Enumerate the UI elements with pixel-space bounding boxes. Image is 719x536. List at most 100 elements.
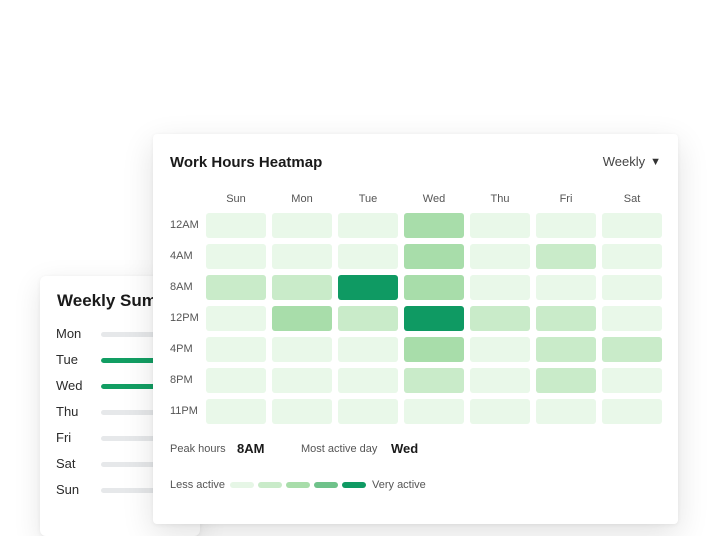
heatmap-cell[interactable] [404, 337, 464, 362]
heatmap-cell[interactable] [206, 275, 266, 300]
summary-day-bar [101, 410, 200, 415]
heatmap-cell[interactable] [272, 337, 332, 362]
summary-day-bar [101, 488, 200, 493]
heatmap-day-header: Thu [490, 193, 510, 205]
heatmap-time-label: 8PM [170, 374, 193, 386]
heatmap-cell[interactable] [470, 213, 530, 238]
heatmap-cell[interactable] [338, 244, 398, 269]
summary-day-bar [101, 384, 200, 389]
summary-day-label: Sat [56, 456, 76, 471]
heatmap-cell[interactable] [536, 244, 596, 269]
summary-day-row: Sun [56, 480, 200, 500]
heatmap-cell[interactable] [338, 399, 398, 424]
heatmap-cell[interactable] [470, 337, 530, 362]
summary-day-label: Tue [56, 352, 78, 367]
heatmap-time-label: 4AM [170, 250, 193, 262]
heatmap-cell[interactable] [206, 244, 266, 269]
heatmap-cell[interactable] [536, 306, 596, 331]
heatmap-cell[interactable] [338, 368, 398, 393]
summary-day-bar-fill [101, 358, 200, 363]
summary-day-label: Thu [56, 404, 79, 419]
heatmap-day-header: Mon [291, 193, 313, 205]
heatmap-cell[interactable] [536, 213, 596, 238]
heatmap-day-header: Tue [358, 193, 378, 205]
heatmap-cell[interactable] [470, 368, 530, 393]
heatmap-time-label: 12PM [170, 312, 199, 324]
heatmap-time-label: 11PM [170, 405, 198, 417]
summary-day-row: Thu [56, 402, 200, 422]
heatmap-cell[interactable] [602, 399, 662, 424]
range-dropdown[interactable]: Weekly ▼ [603, 154, 661, 169]
summary-day-row: Mon [56, 324, 200, 344]
legend-swatch [258, 482, 282, 488]
heatmap-cell[interactable] [272, 368, 332, 393]
heatmap-cell[interactable] [206, 368, 266, 393]
range-dropdown-value: Weekly [602, 154, 646, 169]
summary-day-row: Tue [56, 350, 200, 370]
heatmap-title: Work Hours Heatmap [170, 154, 323, 171]
most-active-day-value: Wed [391, 441, 419, 456]
heatmap-cell[interactable] [470, 244, 530, 269]
summary-day-row: Fri [56, 428, 200, 448]
heatmap-cell[interactable] [602, 337, 662, 362]
heatmap-cell[interactable] [404, 399, 464, 424]
heatmap-cell[interactable] [470, 275, 530, 300]
heatmap-time-label: 12AM [170, 219, 199, 231]
heatmap-cell[interactable] [206, 337, 266, 362]
summary-day-label: Mon [56, 326, 82, 341]
summary-day-label: Fri [56, 430, 72, 445]
heatmap-cell[interactable] [404, 306, 464, 331]
legend-swatch [230, 482, 254, 488]
summary-day-label: Sun [56, 482, 80, 497]
summary-day-row: Wed [56, 376, 200, 396]
summary-day-bar [101, 358, 200, 363]
heatmap-time-label: 8AM [170, 281, 193, 293]
summary-day-row: Sat [56, 454, 200, 474]
heatmap-cell[interactable] [404, 213, 464, 238]
heatmap-cell[interactable] [272, 306, 332, 331]
heatmap-day-header: Fri [559, 193, 573, 205]
heatmap-cell[interactable] [602, 306, 662, 331]
heatmap-cell[interactable] [602, 368, 662, 393]
heatmap-cell[interactable] [338, 337, 398, 362]
heatmap-cell[interactable] [272, 399, 332, 424]
heatmap-cell[interactable] [404, 275, 464, 300]
heatmap-cell[interactable] [470, 399, 530, 424]
legend-swatch [314, 482, 338, 488]
summary-day-label: Wed [56, 378, 83, 393]
heatmap-cell[interactable] [404, 368, 464, 393]
heatmap-cell[interactable] [536, 337, 596, 362]
heatmap-cell[interactable] [272, 244, 332, 269]
heatmap-day-header: Sat [623, 193, 641, 205]
heatmap-cell[interactable] [338, 275, 398, 300]
summary-day-bar [101, 436, 200, 441]
heatmap-cell[interactable] [272, 213, 332, 238]
heatmap-cell[interactable] [536, 275, 596, 300]
heatmap-cell[interactable] [206, 213, 266, 238]
heatmap-cell[interactable] [206, 306, 266, 331]
heatmap-cell[interactable] [338, 306, 398, 331]
heatmap-cell[interactable] [602, 244, 662, 269]
heatmap-cell[interactable] [206, 399, 266, 424]
peak-hours-label: Peak hours [170, 443, 226, 455]
legend-more-label: Very active [372, 479, 426, 491]
legend-swatch [286, 482, 310, 488]
heatmap-cell[interactable] [470, 306, 530, 331]
heatmap-cell[interactable] [536, 399, 596, 424]
heatmap-cell[interactable] [272, 275, 332, 300]
heatmap-cell[interactable] [602, 275, 662, 300]
heatmap-cell[interactable] [338, 213, 398, 238]
summary-day-bar [101, 332, 200, 337]
legend-swatch [342, 482, 366, 488]
heatmap-cell[interactable] [404, 244, 464, 269]
summary-day-bar [101, 462, 200, 467]
heatmap-time-label: 4PM [170, 343, 193, 355]
heatmap-cell[interactable] [536, 368, 596, 393]
caret-down-icon: ▼ [650, 155, 661, 168]
heatmap-day-header: Sun [226, 193, 246, 205]
heatmap-day-header: Wed [422, 193, 446, 205]
legend-less-label: Less active [170, 479, 226, 491]
peak-hours-value: 8AM [237, 441, 265, 456]
heatmap-cell[interactable] [602, 213, 662, 238]
heatmap-card: Work Hours Heatmap Weekly ▼ Sun Mon Tue Wed… [153, 134, 678, 524]
